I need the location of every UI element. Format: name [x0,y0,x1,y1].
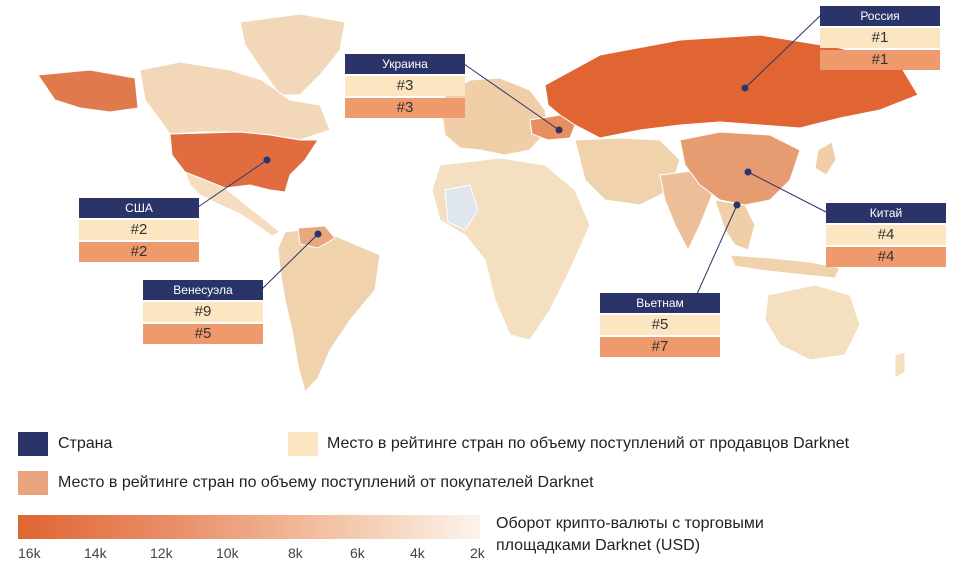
buyer-rank: #4 [826,247,946,267]
country-label: Украина [345,54,465,74]
usa-dot [263,156,271,164]
country-legend-label: Страна [58,435,113,452]
vietnam-dot [733,201,741,209]
ukraine-dot [555,126,563,134]
gradient-tick: 4k [410,545,425,561]
vietnam-leader-line [696,204,738,295]
seller-rank: #5 [600,315,720,335]
usa-leader-line [197,159,268,208]
country-label: Вьетнам [600,293,720,313]
country-label: Венесуэла [143,280,263,300]
legend: Страна Место в рейтинге стран по объему … [0,410,960,570]
country-swatch [18,432,48,456]
china-leader-line [747,171,827,213]
gradient-tick: 10k [216,545,239,561]
buyer-rank: #1 [820,50,940,70]
seller-rank: #4 [826,225,946,245]
callout-usa: США #2 #2 [79,198,199,262]
indonesia-region [729,254,841,279]
new-zealand-region [894,351,906,379]
ukraine-leader-line [463,63,560,131]
country-label: США [79,198,199,218]
venezuela-leader-line [261,233,319,290]
china-region [679,131,801,206]
buyer-rank: #3 [345,98,465,118]
callout-venezuela: Венесуэла #9 #5 [143,280,263,344]
buyer-rank: #7 [600,337,720,357]
greenland-region [239,13,346,96]
seller-rank: #1 [820,28,940,48]
world-map: Россия #1 #1 Украина #3 #3 США #2 #2 Вен… [37,6,946,394]
country-label: Китай [826,203,946,223]
gradient-title: Оборот крипто-валюты с торговыми площадк… [496,513,764,557]
gradient-tick: 14k [84,545,107,561]
china-dot [744,168,752,176]
gradient-tick: 2k [470,545,485,561]
venezuela-dot [314,230,322,238]
africa-region [431,157,591,341]
gradient-tick: 12k [150,545,173,561]
russia-leader-line [744,13,823,89]
seller-legend-label: Место в рейтинге стран по объему поступл… [327,435,850,452]
callout-ukraine: Украина #3 #3 [345,54,465,118]
seller-rank: #3 [345,76,465,96]
europe-region [439,77,549,156]
country-label: Россия [820,6,940,26]
buyer-legend-label: Место в рейтинге стран по объему поступл… [58,474,594,491]
mexico-region [184,171,281,237]
southeast-asia-region [714,199,756,251]
australia-region [764,284,861,361]
world-map-svg [37,13,919,394]
japan-region [814,141,837,176]
seller-rank: #9 [143,302,263,322]
callout-russia: Россия #1 #1 [820,6,940,70]
alaska-region [37,69,139,113]
buyer-swatch [18,471,48,495]
south-america-region [277,227,381,394]
turnover-gradient-bar [18,515,480,539]
gradient-title-line1: Оборот крипто-валюты с торговыми [496,515,764,532]
callout-china: Китай #4 #4 [826,203,946,267]
buyer-rank: #2 [79,242,199,262]
seller-swatch [288,432,318,456]
buyer-rank: #5 [143,324,263,344]
gradient-tick: 6k [350,545,365,561]
gradient-tick: 8k [288,545,303,561]
no-data-region [444,184,479,231]
russia-dot [741,84,749,92]
gradient-tick: 16k [18,545,41,561]
gradient-title-line2: площадками Darknet (USD) [496,537,701,554]
callout-vietnam: Вьетнам #5 #7 [600,293,720,357]
seller-rank: #2 [79,220,199,240]
